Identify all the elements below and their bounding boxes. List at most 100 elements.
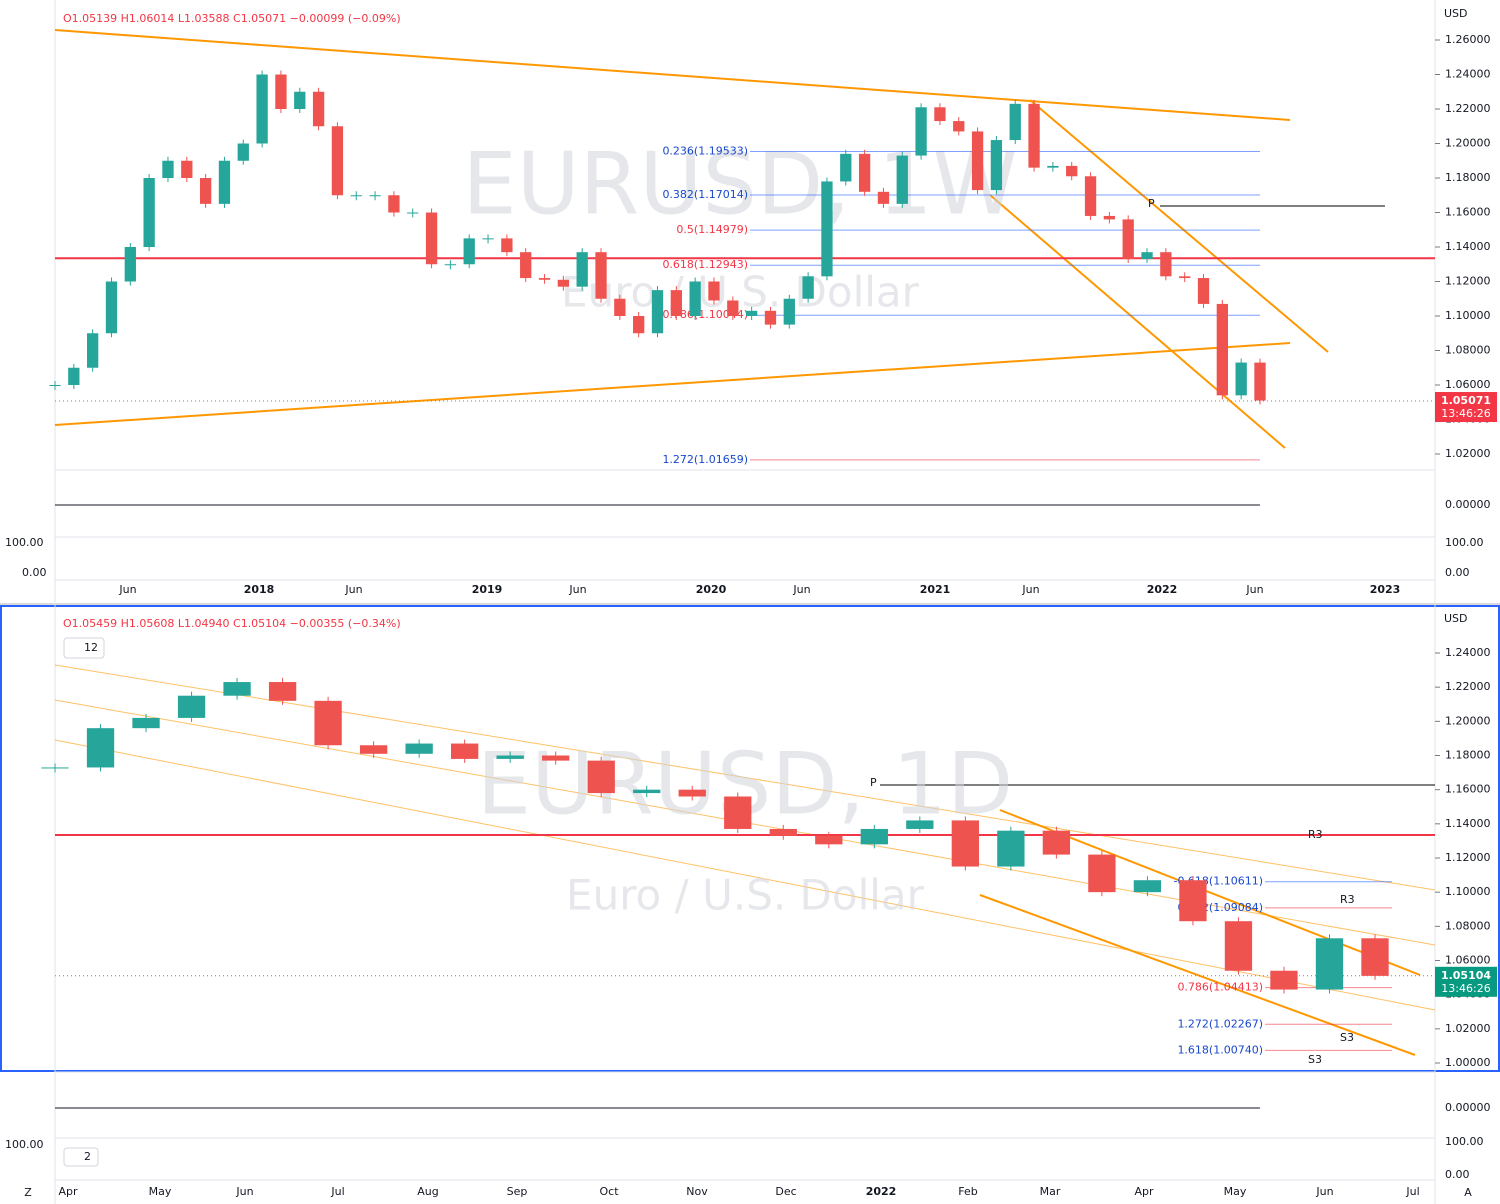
x-tick-label: Aug	[417, 1185, 438, 1198]
candle	[1028, 103, 1040, 168]
price-tag	[1435, 966, 1497, 997]
fib-label: 0.5(1.14979)	[676, 223, 748, 236]
y-tick-label: 1.24000	[1445, 646, 1491, 659]
candle	[1235, 362, 1247, 396]
candle	[86, 728, 115, 768]
candle	[177, 695, 206, 718]
candle	[1216, 303, 1228, 396]
countdown: 13:46:26	[1441, 982, 1490, 995]
setting-label[interactable]: 2	[84, 1150, 91, 1163]
fib-label: 1.272(1.02267)	[1177, 1017, 1263, 1030]
fib-label: 0.786(1.04413)	[1177, 981, 1263, 994]
y-tick-label: 1.22000	[1445, 102, 1491, 115]
candle	[143, 178, 155, 247]
interval-button[interactable]	[63, 637, 105, 659]
candle	[1088, 854, 1116, 893]
y-tick-label: 1.24000	[1445, 68, 1491, 81]
s3-label: S3	[1340, 1031, 1354, 1044]
candle	[256, 74, 268, 144]
candle	[388, 195, 400, 213]
osc-label: 0.00000	[1445, 1101, 1491, 1114]
x-tick-label: Jun	[568, 583, 586, 596]
name-watermark: Euro / U.S. Dollar	[566, 871, 925, 920]
y-tick-label: 1.06000	[1445, 378, 1491, 391]
candle	[1224, 921, 1253, 971]
candle	[764, 310, 777, 325]
x-tick-label: May	[1224, 1185, 1247, 1198]
candle	[745, 310, 758, 316]
candle	[769, 828, 797, 836]
candle	[237, 143, 249, 161]
y-tick-label: 1.14000	[1445, 240, 1491, 253]
stoch-label-left: 100.00	[5, 536, 44, 549]
ohlc-legend: O1.05139 H1.06014 L1.03588 C1.05071 −0.0…	[63, 12, 401, 25]
stoch-label: 100.00	[1445, 1135, 1484, 1148]
x-tick-label: 2020	[696, 583, 727, 596]
candle	[405, 743, 433, 754]
stoch-label: 100.00	[1445, 536, 1484, 549]
x-tick-label: Jun	[1245, 583, 1263, 596]
stoch-label: 0.00	[1445, 1168, 1470, 1181]
candle	[49, 385, 61, 386]
candle	[463, 238, 475, 265]
candle	[1141, 252, 1153, 260]
x-tick-label: 2023	[1370, 583, 1401, 596]
y-tick-label: 1.02000	[1445, 1022, 1491, 1035]
candle	[906, 820, 934, 829]
currency-selector[interactable]: USD	[1444, 612, 1468, 625]
candle	[724, 796, 752, 829]
candle	[997, 830, 1025, 867]
candle	[670, 290, 682, 316]
x-tick-label: Jul	[1405, 1185, 1419, 1198]
x-tick-label: Jun	[1315, 1185, 1333, 1198]
price-tag	[1435, 392, 1497, 423]
candle	[915, 107, 927, 156]
candle	[990, 140, 1003, 191]
candle	[896, 155, 908, 204]
candle	[275, 74, 287, 109]
y-tick-label: 1.08000	[1445, 344, 1491, 357]
candle	[858, 153, 871, 192]
currency-selector[interactable]: USD	[1444, 7, 1468, 20]
r3-label: R3	[1308, 828, 1323, 841]
candle	[350, 195, 362, 197]
candle	[331, 126, 344, 196]
setting-button[interactable]	[63, 1147, 99, 1167]
price-tag-label: 1.05104	[1441, 969, 1491, 982]
candle	[1179, 880, 1207, 922]
x-tick-label: 2022	[1147, 583, 1178, 596]
candle	[557, 279, 570, 287]
candle	[1084, 176, 1097, 216]
y-tick-label: 1.20000	[1445, 714, 1491, 727]
candle	[1254, 362, 1266, 401]
candle	[359, 745, 388, 754]
y-tick-label: 1.12000	[1445, 851, 1491, 864]
candle	[727, 300, 739, 316]
x-tick-label: Jun	[118, 583, 136, 596]
candle	[520, 252, 532, 279]
x-tick-label: 2019	[472, 583, 503, 596]
candle	[542, 755, 570, 761]
candle	[181, 160, 193, 178]
candle	[689, 281, 701, 316]
y-tick-label: 1.18000	[1445, 749, 1491, 762]
x-tick-label: Jun	[1021, 583, 1039, 596]
candle	[576, 252, 588, 287]
candle	[1042, 830, 1071, 855]
x-tick-label: 2018	[244, 583, 275, 596]
candle	[953, 121, 965, 132]
candle	[425, 212, 438, 265]
corner-button[interactable]: Z	[24, 1186, 32, 1199]
candle	[501, 238, 513, 253]
candle	[68, 367, 80, 385]
y-tick-label: 1.16000	[1445, 783, 1491, 796]
pivot-label: P	[870, 776, 877, 789]
candle	[1122, 219, 1134, 260]
candle	[815, 835, 843, 845]
fib-label: 1.272(1.01659)	[662, 453, 748, 466]
corner-button[interactable]: A	[1464, 1186, 1472, 1199]
interval-label[interactable]: 12	[84, 641, 98, 654]
candle	[451, 743, 479, 759]
fib-label: 0.786(1.10044)	[662, 308, 748, 321]
